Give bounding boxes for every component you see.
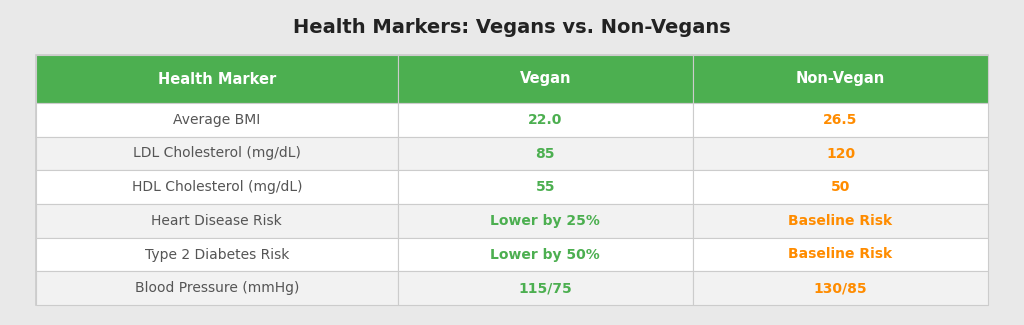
- Bar: [397, 170, 693, 204]
- Bar: [693, 271, 988, 305]
- Bar: [397, 204, 693, 238]
- Text: Health Marker: Health Marker: [158, 72, 275, 86]
- Text: Vegan: Vegan: [519, 72, 571, 86]
- Bar: [693, 170, 988, 204]
- Bar: [693, 103, 988, 137]
- Text: Baseline Risk: Baseline Risk: [788, 248, 893, 262]
- Text: Baseline Risk: Baseline Risk: [788, 214, 893, 228]
- Text: 22.0: 22.0: [528, 113, 562, 127]
- Bar: [36, 204, 397, 238]
- Bar: [36, 170, 397, 204]
- Bar: [397, 271, 693, 305]
- Text: 50: 50: [830, 180, 850, 194]
- Bar: [36, 238, 397, 271]
- Text: Type 2 Diabetes Risk: Type 2 Diabetes Risk: [144, 248, 289, 262]
- Text: 85: 85: [536, 147, 555, 161]
- Bar: [36, 137, 397, 170]
- Bar: [397, 137, 693, 170]
- Bar: [693, 55, 988, 103]
- Text: Blood Pressure (mmHg): Blood Pressure (mmHg): [134, 281, 299, 295]
- Bar: [36, 271, 397, 305]
- Text: 130/85: 130/85: [814, 281, 867, 295]
- Text: HDL Cholesterol (mg/dL): HDL Cholesterol (mg/dL): [131, 180, 302, 194]
- Bar: [397, 55, 693, 103]
- Bar: [36, 55, 397, 103]
- Bar: [693, 238, 988, 271]
- Text: Lower by 25%: Lower by 25%: [490, 214, 600, 228]
- Bar: [693, 137, 988, 170]
- Text: 55: 55: [536, 180, 555, 194]
- Bar: [397, 103, 693, 137]
- Bar: [36, 103, 397, 137]
- Text: LDL Cholesterol (mg/dL): LDL Cholesterol (mg/dL): [133, 147, 301, 161]
- Text: Heart Disease Risk: Heart Disease Risk: [152, 214, 283, 228]
- Text: Non-Vegan: Non-Vegan: [796, 72, 885, 86]
- Bar: [397, 238, 693, 271]
- Text: Health Markers: Vegans vs. Non-Vegans: Health Markers: Vegans vs. Non-Vegans: [293, 18, 731, 37]
- Bar: [693, 204, 988, 238]
- Text: Average BMI: Average BMI: [173, 113, 260, 127]
- Text: 115/75: 115/75: [518, 281, 572, 295]
- Text: Lower by 50%: Lower by 50%: [490, 248, 600, 262]
- Bar: [36, 55, 988, 305]
- Text: 120: 120: [826, 147, 855, 161]
- Text: 26.5: 26.5: [823, 113, 858, 127]
